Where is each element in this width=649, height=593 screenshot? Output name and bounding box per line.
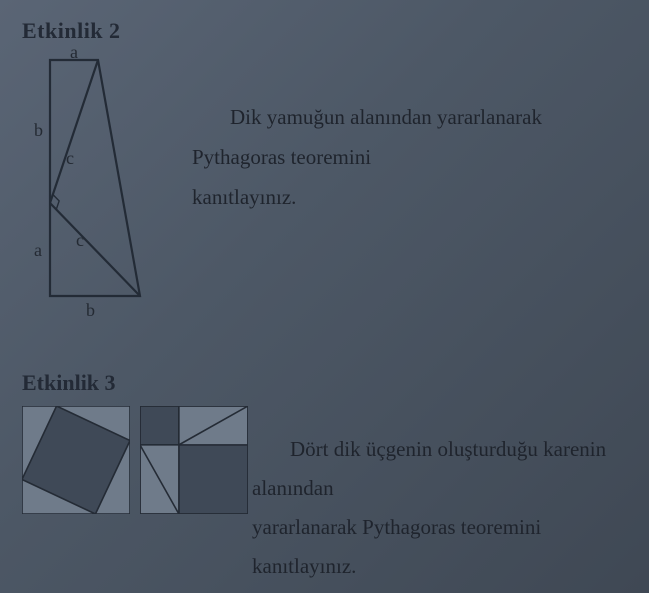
activity-2-text-line2: kanıtlayınız. — [192, 178, 613, 218]
trapezoid-svg — [32, 48, 162, 328]
square-diagram-1 — [22, 406, 130, 514]
label-a-left: a — [34, 240, 42, 261]
activity-2-section: Etkinlik 2 a b c c a b Dik yamuğun alanı… — [22, 18, 623, 318]
page-root: Etkinlik 2 a b c c a b Dik yamuğun alanı… — [0, 0, 649, 593]
activity-2-text: Dik yamuğun alanından yararlanarak Pytha… — [192, 98, 613, 218]
label-a-top: a — [70, 42, 78, 63]
label-b-left: b — [34, 120, 43, 141]
trapezoid-diagram: a b c c a b — [32, 48, 162, 328]
label-b-bottom: b — [86, 300, 95, 321]
activity-3-text-line1: Dört dik üçgenin oluşturduğu karenin ala… — [252, 430, 623, 508]
activity-2-heading: Etkinlik 2 — [22, 18, 623, 44]
activity-3-text-line2: yararlanarak Pythagoras teoremini kanıtl… — [252, 508, 623, 586]
label-c-lower: c — [76, 230, 84, 251]
activity-3-text: Dört dik üçgenin oluşturduğu karenin ala… — [252, 430, 623, 585]
label-c-upper: c — [66, 148, 74, 169]
activity-2-text-line1: Dik yamuğun alanından yararlanarak Pytha… — [192, 98, 613, 178]
activity-3-heading: Etkinlik 3 — [22, 370, 623, 396]
square-diagram-2 — [140, 406, 248, 514]
squares-row — [22, 406, 248, 514]
activity-3-section: Etkinlik 3 Dört dik üçgenin oluşturduğu … — [22, 370, 623, 406]
